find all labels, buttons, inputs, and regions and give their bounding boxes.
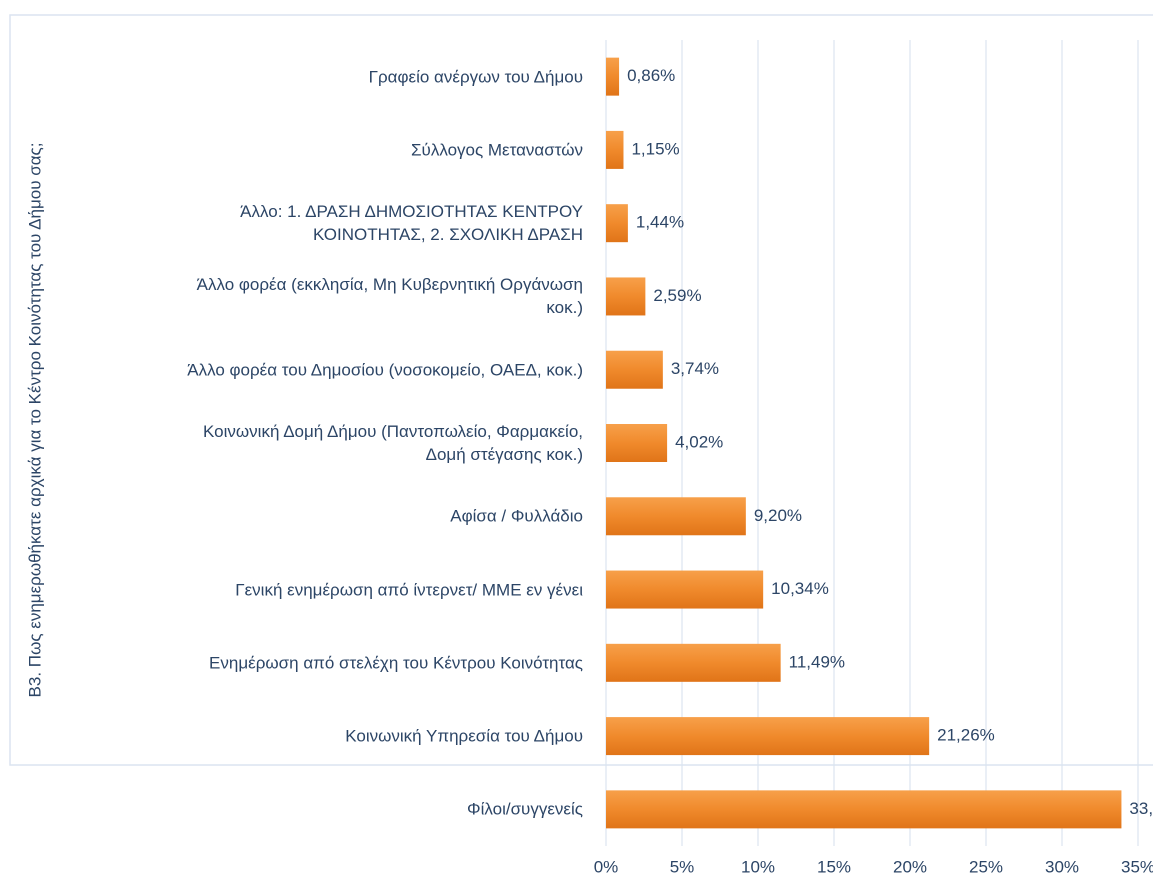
data-label: 3,74% [671,359,719,378]
category-label: Ενημέρωση από στελέχη του Κέντρου Κοινότ… [209,653,583,673]
bar [606,717,930,756]
data-label: 21,26% [937,726,995,745]
bar [606,350,663,389]
bar [606,790,1122,829]
x-tick-label: 35% [1121,857,1153,876]
x-tick-label: 30% [1045,857,1079,876]
bar [606,497,746,536]
category-label: Γενική ενημέρωση από ίντερνετ/ ΜΜΕ εν γέ… [235,580,583,600]
category-label: Αφίσα / Φυλλάδιο [450,506,583,526]
category-label: Κοινωνική Δομή Δήμου (Παντοπωλείο, Φαρμα… [203,422,583,464]
data-label: 9,20% [754,506,802,525]
x-tick-label: 0% [594,857,619,876]
data-label: 33,91% [1129,799,1153,818]
bar [606,130,624,169]
x-tick-label: 25% [969,857,1003,876]
category-label: Φίλοι/συγγενείς [467,799,583,819]
category-label: Άλλο φορέα του Δημοσίου (νοσοκομείο, ΟΑΕ… [187,360,583,380]
data-label: 10,34% [771,579,829,598]
data-label: 1,15% [631,139,679,158]
data-label: 1,44% [636,213,684,232]
x-tick-label: 10% [741,857,775,876]
bar [606,570,764,609]
data-label: 11,49% [789,652,845,671]
frame [9,14,1153,766]
bar [606,643,781,682]
data-label: 4,02% [675,432,723,451]
x-tick-label: 5% [670,857,695,876]
bar [606,424,668,462]
category-label: Άλλο φορέα (εκκλησία, Μη Κυβερνητική Οργ… [196,275,583,318]
bar [606,57,620,96]
category-label: Σύλλογος Μεταναστών [411,140,583,160]
x-tick-label: 20% [893,857,927,876]
data-label: 0,86% [627,66,675,85]
category-label: Γραφείο ανέργων του Δήμου [368,67,583,87]
data-label: 2,59% [653,286,701,305]
category-label: Άλλο: 1. ΔΡΑΣΗ ΔΗΜΟΣΙΟΤΗΤΑΣ ΚΕΝΤΡΟΥ ΚΟΙΝ… [240,202,583,245]
axis-title: Β3. Πως ενημερωθήκατε αρχικά για το Κέντ… [25,143,44,698]
bar [606,277,646,316]
x-tick-label: 15% [817,857,851,876]
bar [606,204,628,243]
category-label: Κοινωνική Υπηρεσία του Δήμου [345,726,583,746]
